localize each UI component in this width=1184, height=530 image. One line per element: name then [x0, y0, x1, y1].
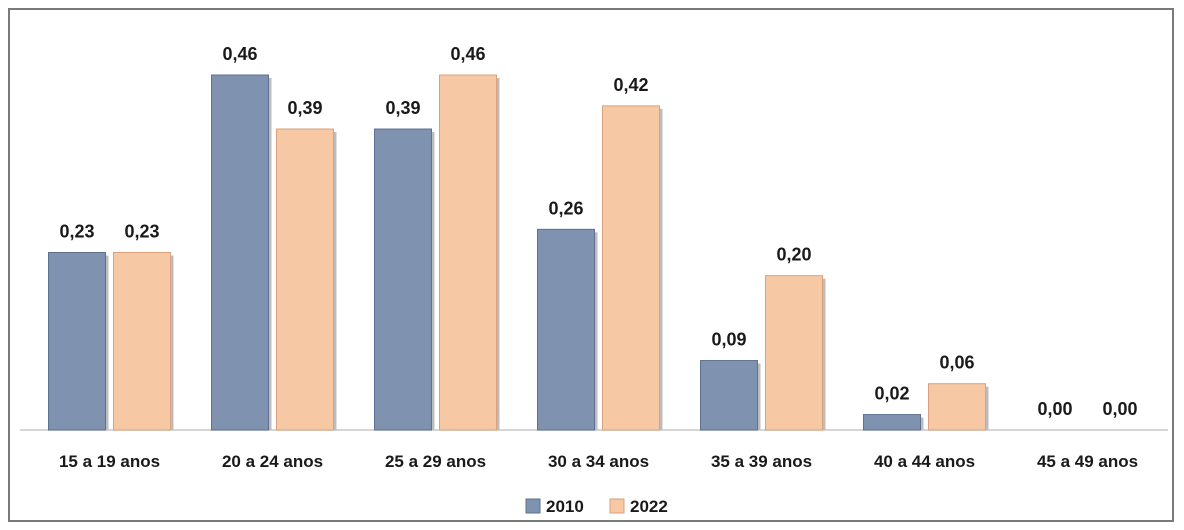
legend-swatch-2010: [525, 498, 541, 514]
bar-2010-2: [374, 128, 432, 431]
data-label-2022-6: 0,00: [1102, 399, 1137, 419]
category-label-0: 15 a 19 anos: [59, 452, 160, 471]
data-label-2022-2: 0,46: [450, 44, 485, 64]
bar-2022-2: [439, 74, 497, 431]
bar-2010-0: [48, 252, 106, 431]
data-label-2010-4: 0,09: [711, 330, 746, 350]
bar-2022-1: [276, 128, 334, 431]
legend-swatch-2022: [609, 498, 625, 514]
category-label-5: 40 a 44 anos: [874, 452, 975, 471]
data-label-2010-5: 0,02: [874, 384, 909, 404]
data-label-2010-2: 0,39: [385, 98, 420, 118]
data-label-2022-4: 0,20: [776, 245, 811, 265]
category-label-4: 35 a 39 anos: [711, 452, 812, 471]
data-label-2022-5: 0,06: [939, 353, 974, 373]
legend-label-2022: 2022: [630, 497, 668, 516]
category-label-6: 45 a 49 anos: [1037, 452, 1138, 471]
data-label-2010-3: 0,26: [548, 198, 583, 218]
data-label-2022-0: 0,23: [124, 222, 159, 242]
data-label-2022-3: 0,42: [613, 75, 648, 95]
bar-2022-3: [602, 105, 660, 431]
data-label-2010-0: 0,23: [59, 222, 94, 242]
bar-2010-3: [537, 228, 595, 431]
bar-2022-0: [113, 252, 171, 431]
bar-2022-4: [765, 275, 823, 431]
category-label-3: 30 a 34 anos: [548, 452, 649, 471]
data-label-2010-6: 0,00: [1037, 399, 1072, 419]
data-label-2022-1: 0,39: [287, 98, 322, 118]
category-label-2: 25 a 29 anos: [385, 452, 486, 471]
data-label-2010-1: 0,46: [222, 44, 257, 64]
bar-2010-5: [863, 414, 921, 431]
category-label-1: 20 a 24 anos: [222, 452, 323, 471]
legend-label-2010: 2010: [546, 497, 584, 516]
bar-2010-4: [700, 360, 758, 431]
bar-2010-1: [211, 74, 269, 431]
bar-2022-5: [928, 383, 986, 431]
